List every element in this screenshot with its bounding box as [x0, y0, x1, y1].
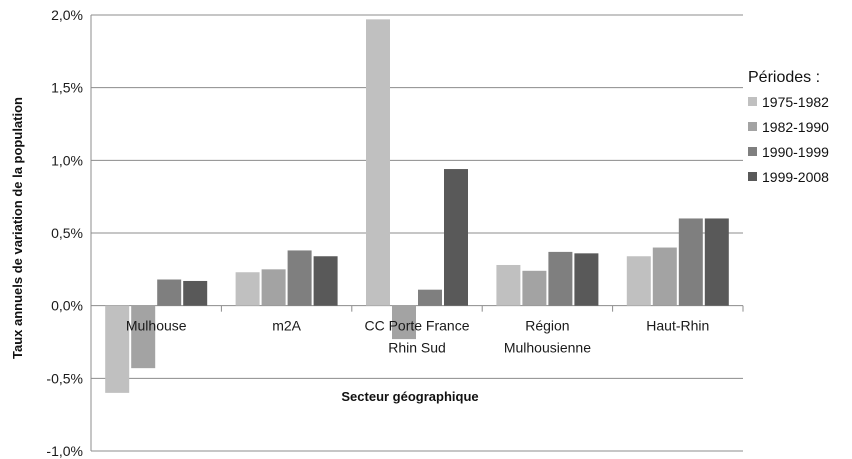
bar [313, 256, 338, 306]
y-tick-label: 2,0% [51, 7, 83, 23]
bar [652, 247, 677, 306]
bar [418, 289, 442, 306]
bar [626, 256, 651, 306]
bar [261, 269, 286, 306]
bar [183, 280, 208, 306]
y-tick-label: 0,5% [51, 225, 83, 241]
category-label: m2A [272, 318, 301, 334]
bars [105, 19, 729, 393]
category-labels: Mulhouse m2A CC Porte France Rhin Sud Région… [126, 318, 709, 356]
axes [90, 15, 744, 451]
bar [105, 305, 130, 393]
bar [704, 218, 729, 306]
legend-label: 1975-1982 [762, 94, 829, 110]
bar [678, 218, 703, 306]
y-tick-label: 0,0% [51, 298, 83, 314]
legend-label: 1990-1999 [762, 144, 829, 160]
legend: Périodes : 1975-1982 1982-1990 1990-1999 19… [748, 69, 829, 185]
y-tick-label: 1,0% [51, 152, 83, 168]
legend-swatch [748, 122, 757, 131]
category-label: Région [525, 318, 569, 334]
bar [496, 264, 521, 306]
bar [444, 169, 468, 306]
y-tick-label: -0,5% [46, 370, 83, 386]
bar [522, 270, 547, 306]
legend-swatch [748, 172, 757, 181]
legend-label: 1999-2008 [762, 169, 829, 185]
legend-swatch [748, 147, 757, 156]
bar [235, 272, 260, 306]
legend-label: 1982-1990 [762, 119, 829, 135]
category-label: CC Porte France [364, 318, 469, 334]
bar [131, 305, 156, 369]
gridlines [91, 14, 743, 452]
legend-title: Périodes : [748, 69, 820, 86]
bar [366, 19, 390, 306]
bar [574, 253, 599, 306]
y-axis-title: Taux annuels de variation de la populati… [10, 97, 25, 359]
category-label: Mulhouse [126, 318, 187, 334]
x-axis-title: Secteur géographique [341, 389, 478, 404]
legend-swatch [748, 97, 757, 106]
bar [548, 251, 573, 306]
category-label: Mulhousienne [504, 340, 591, 356]
y-tick-label: 1,5% [51, 80, 83, 96]
y-tick-label: -1,0% [46, 443, 83, 459]
bar [287, 250, 312, 306]
bar [392, 305, 416, 340]
category-label: Haut-Rhin [646, 318, 709, 334]
category-label: Rhin Sud [388, 340, 446, 356]
bar [157, 279, 182, 306]
y-tick-labels: -1,0% -0,5% 0,0% 0,5% 1,0% 1,5% 2,0% [46, 7, 83, 459]
